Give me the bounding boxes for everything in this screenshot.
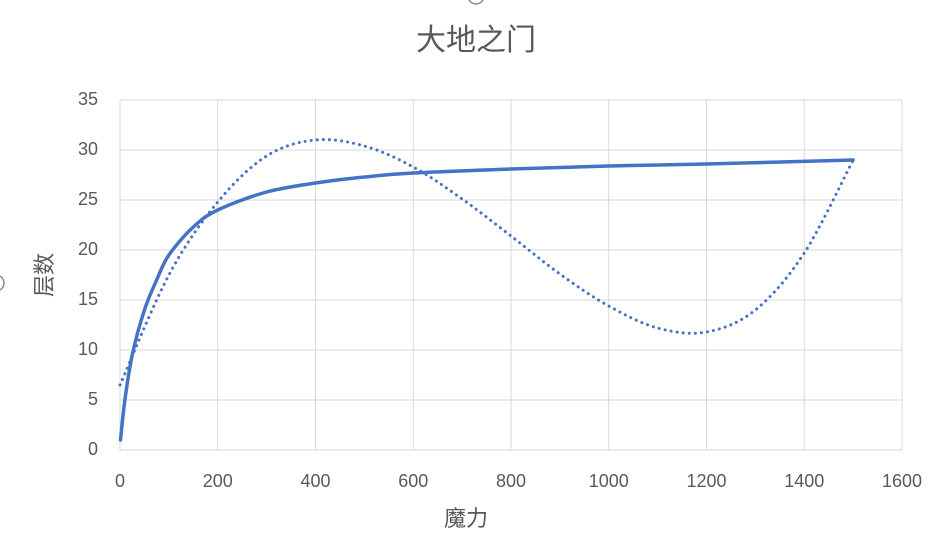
resize-handle[interactable] — [0, 275, 5, 291]
y-tick-label: 5 — [88, 389, 98, 409]
y-tick-label: 0 — [88, 439, 98, 459]
y-axis-title: 层数 — [32, 253, 57, 297]
x-tick-label: 1600 — [882, 471, 922, 491]
x-tick-label: 400 — [300, 471, 330, 491]
x-tick-label: 800 — [496, 471, 526, 491]
y-tick-label: 35 — [78, 89, 98, 109]
x-tick-label: 600 — [398, 471, 428, 491]
x-tick-label: 0 — [115, 471, 125, 491]
y-tick-label: 30 — [78, 139, 98, 159]
x-tick-label: 1000 — [589, 471, 629, 491]
x-tick-label: 1200 — [686, 471, 726, 491]
x-axis-title: 魔力 — [444, 506, 488, 531]
y-tick-label: 10 — [78, 339, 98, 359]
x-tick-label: 1400 — [784, 471, 824, 491]
trend-line — [118, 138, 855, 387]
x-tick-label: 200 — [203, 471, 233, 491]
data-line — [118, 158, 855, 442]
chart-title: 大地之门 — [416, 24, 536, 57]
y-tick-label: 20 — [78, 239, 98, 259]
resize-handle[interactable] — [468, 0, 484, 5]
y-tick-label: 15 — [78, 289, 98, 309]
y-tick-label: 25 — [78, 189, 98, 209]
